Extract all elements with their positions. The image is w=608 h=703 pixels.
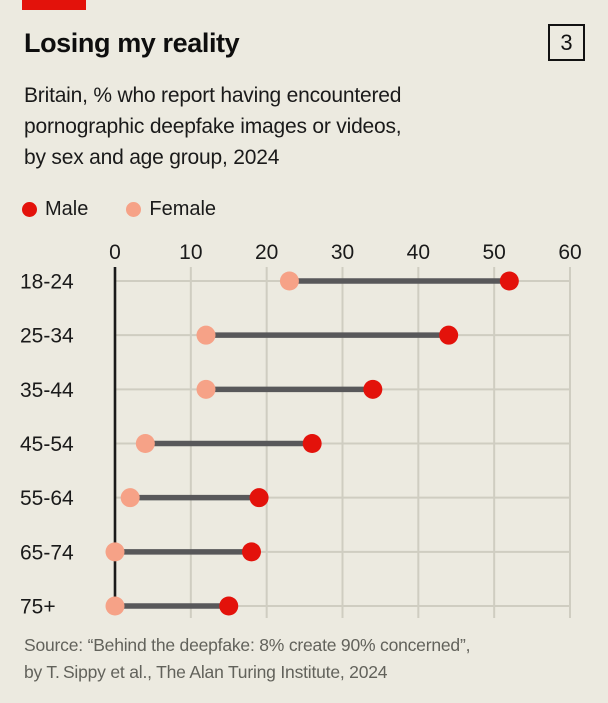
- female-data-dot: [105, 596, 125, 616]
- age-group-label: 18-24: [20, 271, 74, 294]
- male-data-dot: [219, 596, 239, 616]
- subtitle-line-2: pornographic deepfake images or videos,: [24, 115, 402, 138]
- source-line-1: Source: “Behind the deepfake: 8% create …: [24, 635, 471, 655]
- dumbbell-chart: 0 10 20 30 40 50 60 18-24 25-34 35-44 45-54 55-64 65…: [20, 241, 582, 619]
- source-note: Source: “Behind the deepfake: 8% create …: [24, 632, 470, 686]
- age-group-label: 25-34: [20, 325, 74, 348]
- female-data-dot: [279, 271, 299, 291]
- male-data-dot: [242, 542, 261, 562]
- female-dot-icon: [126, 202, 142, 217]
- legend-label-female: Female: [149, 198, 217, 220]
- legend-item-male: Male: [22, 198, 88, 221]
- x-tick-label: 10: [179, 241, 202, 264]
- male-data-dot: [302, 434, 322, 454]
- age-group-label: 55-64: [20, 487, 74, 510]
- chart-title: Losing my reality: [24, 28, 240, 58]
- age-group-label: 65-74: [20, 541, 74, 564]
- age-group-label: 35-44: [20, 379, 74, 402]
- female-data-dot: [105, 542, 125, 562]
- age-group-label: 45-54: [20, 433, 74, 456]
- male-data-dot: [499, 271, 519, 291]
- source-line-2: by T. Sippy et al., The Alan Turing Inst…: [24, 662, 388, 682]
- male-dot-icon: [22, 202, 37, 217]
- female-data-dot: [196, 325, 216, 345]
- brand-red-tab: [22, 0, 86, 10]
- x-tick-label: 60: [558, 241, 581, 264]
- subtitle-line-1: Britain, % who report having encountered: [24, 84, 402, 107]
- figure-number-badge: 3: [548, 24, 585, 61]
- male-data-dot: [249, 488, 269, 508]
- legend-label-male: Male: [45, 198, 89, 220]
- subtitle-line-3: by sex and age group, 2024: [24, 146, 280, 169]
- x-tick-label: 20: [255, 241, 278, 264]
- x-tick-label: 30: [331, 241, 354, 264]
- legend: Male Female: [22, 198, 216, 221]
- female-data-dot: [196, 379, 216, 399]
- female-data-dot: [120, 488, 140, 508]
- x-tick-label: 0: [109, 241, 121, 264]
- x-tick-label: 50: [482, 241, 505, 264]
- chart-subtitle: Britain, % who report having encountered…: [24, 80, 402, 173]
- male-data-dot: [363, 379, 383, 399]
- age-group-label: 75+: [20, 596, 56, 619]
- figure-number: 3: [560, 29, 573, 55]
- female-data-dot: [135, 434, 155, 454]
- legend-item-female: Female: [126, 198, 216, 221]
- x-tick-label: 40: [407, 241, 430, 264]
- male-data-dot: [439, 325, 459, 345]
